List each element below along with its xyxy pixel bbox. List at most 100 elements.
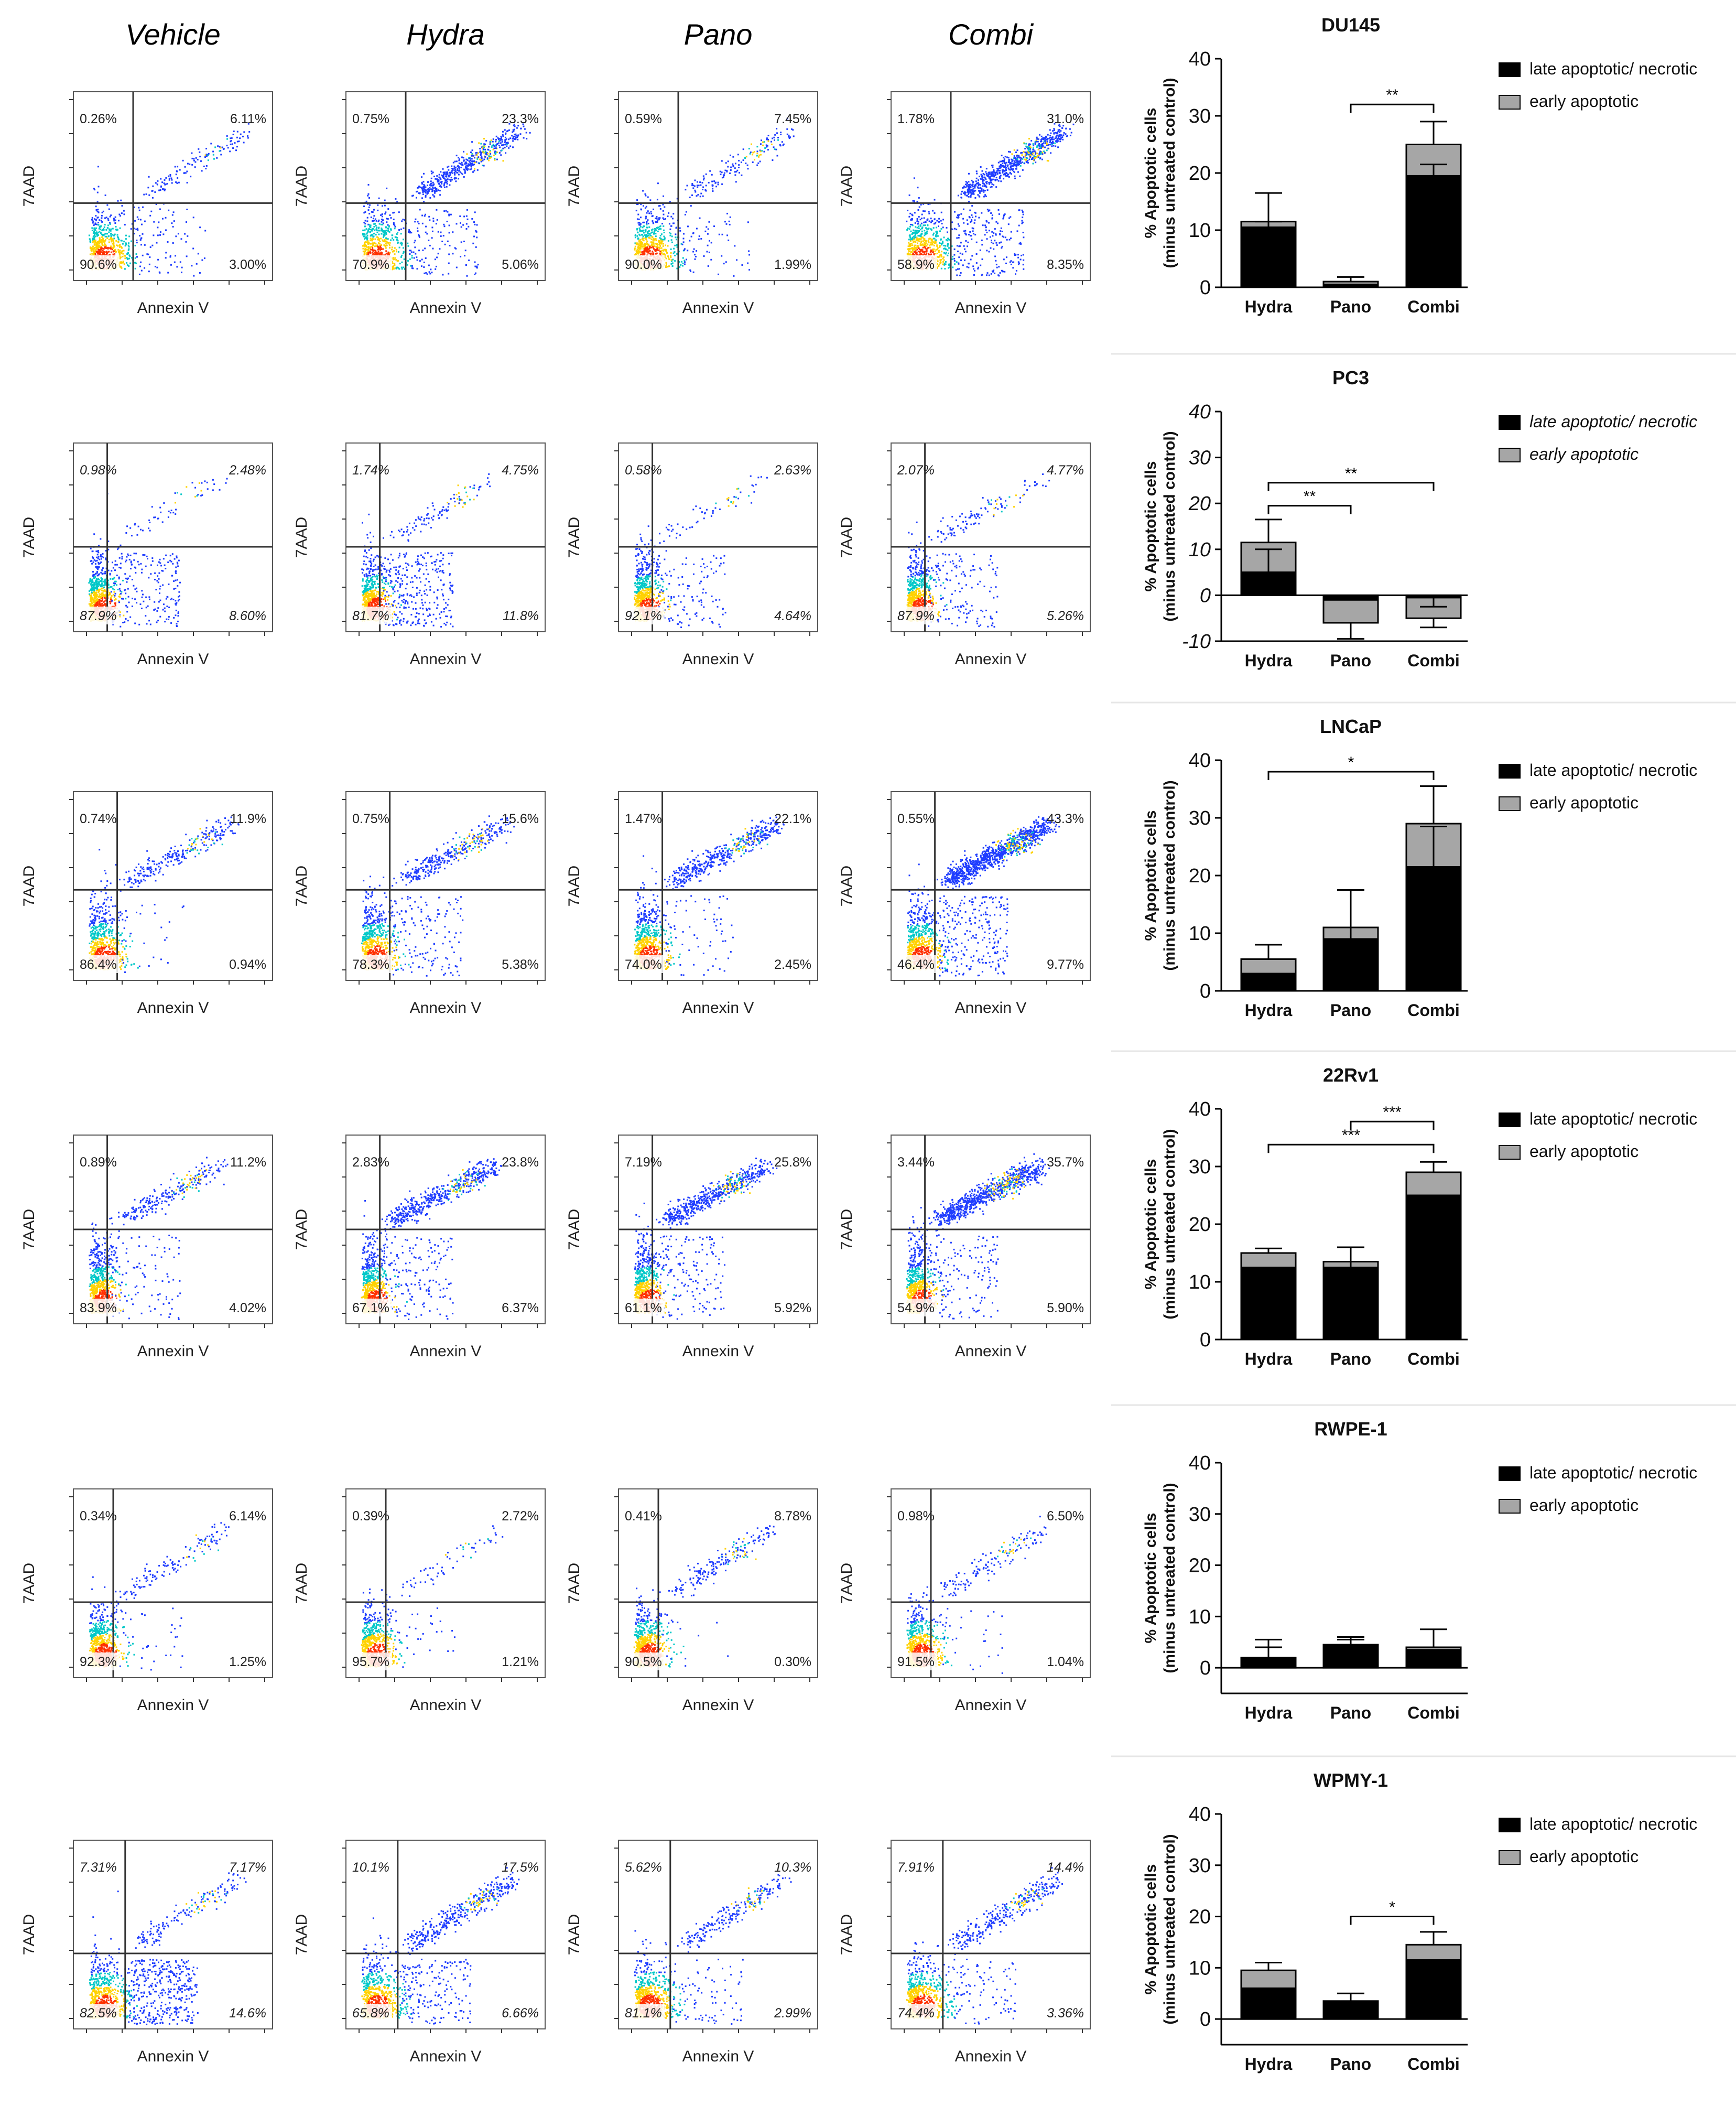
y-tick-label: 30 — [1189, 105, 1211, 127]
quadrant-lr: 5.92% — [774, 1301, 811, 1315]
y-axis-label: 7AAD — [566, 1209, 583, 1250]
quadrant-lr: 5.26% — [1047, 609, 1084, 623]
quadrant-ur: 11.9% — [230, 812, 266, 826]
y-tick-label: 0 — [1200, 980, 1211, 1002]
bar-late-combi — [1406, 595, 1461, 597]
legend-swatch-late — [1499, 764, 1520, 778]
x-axis-label: Annexin V — [955, 299, 1027, 317]
quadrant-lr: 0.94% — [229, 957, 266, 972]
quadrant-ur: 35.7% — [1047, 1155, 1084, 1170]
quadrant-lr: 6.37% — [502, 1301, 539, 1315]
legend-label-late: late apoptotic/ necrotic — [1529, 1109, 1697, 1128]
x-axis-label: Annexin V — [682, 1697, 754, 1714]
category-label-hydra: Hydra — [1245, 297, 1293, 316]
legend-swatch-early — [1499, 95, 1520, 109]
category-label-pano: Pano — [1330, 1703, 1371, 1722]
x-axis-label: Annexin V — [410, 999, 482, 1017]
legend-label-early: early apoptotic — [1529, 1142, 1639, 1161]
x-axis-label: Annexin V — [410, 651, 482, 668]
quadrant-lr: 8.60% — [229, 609, 266, 623]
legend-swatch-late — [1499, 1113, 1520, 1127]
y-tick-label: 10 — [1189, 539, 1211, 561]
significance-bracket: ** — [1268, 465, 1434, 491]
quadrant-ur: 6.11% — [230, 112, 266, 126]
y-tick-label: 10 — [1189, 220, 1211, 242]
y-tick-label: 20 — [1189, 1906, 1211, 1928]
quadrant-lr: 11.8% — [503, 609, 539, 623]
quadrant-ur: 10.3% — [774, 1860, 811, 1875]
x-axis-label: Annexin V — [410, 1343, 482, 1360]
y-axis-label: 7AAD — [293, 866, 310, 906]
quadrant-ll: 78.3% — [352, 957, 389, 972]
legend-label-late: late apoptotic/ necrotic — [1529, 1463, 1697, 1482]
y-axis-title: % Apoptotic cells (minus untreated contro… — [1142, 1483, 1178, 1673]
y-tick-label: 20 — [1189, 163, 1211, 185]
quadrant-ur: 2.48% — [229, 463, 266, 478]
quadrant-ll: 65.8% — [352, 2006, 389, 2021]
quadrant-lr: 4.64% — [774, 609, 811, 623]
quadrant-ll: 58.9% — [897, 257, 935, 272]
quadrant-ll: 87.9% — [80, 609, 117, 623]
quadrant-ur: 4.75% — [502, 463, 539, 478]
significance-bracket: ** — [1351, 87, 1434, 113]
bar-late-pano — [1323, 1268, 1378, 1340]
category-label-combi: Combi — [1407, 2055, 1460, 2073]
y-axis-title: % Apoptotic cells (minus untreated contro… — [1142, 431, 1178, 621]
legend-swatch-early — [1499, 1146, 1520, 1159]
y-tick-label: 10 — [1189, 1606, 1211, 1628]
quadrant-ur: 17.5% — [502, 1860, 539, 1875]
significance-bracket: *** — [1268, 1127, 1434, 1153]
legend-swatch-late — [1499, 416, 1520, 429]
significance-label: ** — [1386, 87, 1398, 104]
y-axis-label: 7AAD — [293, 1914, 310, 1955]
category-label-hydra: Hydra — [1245, 1001, 1293, 1020]
quadrant-ur: 7.45% — [774, 112, 811, 126]
quadrant-ll: 90.6% — [80, 257, 117, 272]
quadrant-ll: 67.1% — [352, 1301, 389, 1315]
y-axis-label: 7AAD — [20, 1914, 38, 1955]
quadrant-lr: 5.90% — [1047, 1301, 1084, 1315]
quadrant-ul: 7.91% — [897, 1860, 935, 1875]
significance-label: * — [1389, 1899, 1395, 1916]
x-axis-label: Annexin V — [682, 299, 754, 317]
quadrant-ul: 10.1% — [352, 1860, 389, 1875]
y-tick-label: 30 — [1189, 807, 1211, 829]
x-axis-label: Annexin V — [955, 1697, 1027, 1714]
quadrant-ul: 2.07% — [897, 463, 935, 478]
y-axis-label: 7AAD — [566, 1914, 583, 1955]
y-axis-label: 7AAD — [293, 1209, 310, 1250]
y-axis-label: 7AAD — [838, 517, 855, 558]
y-axis-label: 7AAD — [838, 1563, 855, 1604]
bar-late-hydra — [1241, 573, 1296, 596]
quadrant-lr: 1.25% — [229, 1655, 266, 1669]
y-tick-label: 30 — [1189, 447, 1211, 469]
chart-title: LNCaP — [1320, 716, 1382, 737]
category-label-combi: Combi — [1407, 297, 1460, 316]
quadrant-ur: 11.2% — [230, 1155, 266, 1170]
y-axis-label: 7AAD — [20, 166, 38, 207]
quadrant-ll: 90.5% — [625, 1655, 662, 1669]
quadrant-lr: 1.99% — [774, 257, 811, 272]
y-axis-label: 7AAD — [566, 517, 583, 558]
bar-late-combi — [1406, 867, 1461, 991]
quadrant-ur: 6.14% — [229, 1509, 266, 1524]
category-label-pano: Pano — [1330, 2055, 1371, 2073]
y-tick-label: 20 — [1188, 493, 1211, 515]
y-tick-label: 40 — [1189, 750, 1211, 772]
quadrant-ul: 0.74% — [80, 812, 117, 826]
x-axis-label: Annexin V — [682, 1343, 754, 1360]
condition-header-vehicle: Vehicle — [125, 18, 221, 51]
x-axis-label: Annexin V — [137, 2048, 209, 2065]
condition-header-hydra: Hydra — [406, 18, 484, 51]
category-label-pano: Pano — [1330, 651, 1371, 670]
